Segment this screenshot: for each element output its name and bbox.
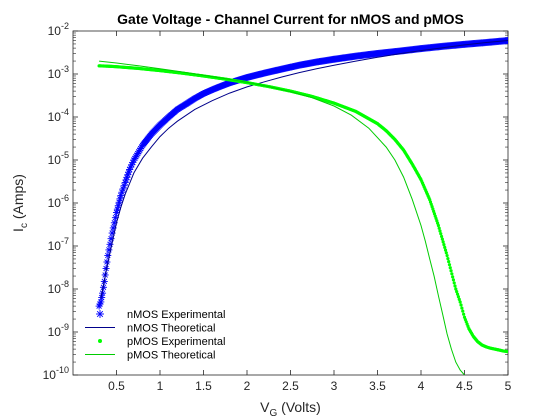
data-point [437,226,441,230]
data-point [442,243,446,247]
x-tick-label: 4.5 [456,379,473,393]
data-point [461,309,465,313]
data-point [102,264,110,272]
y-axis-label: Ic (Amps) [10,174,30,232]
series-line-1 [100,40,508,299]
data-point [436,223,440,228]
data-point [447,263,452,267]
data-point [453,284,457,288]
data-point [450,272,454,276]
data-point [460,306,464,310]
data-point [97,298,105,306]
data-point [446,256,450,261]
data-point [440,237,444,241]
data-point [458,300,462,304]
x-axis-label-subscript: G [269,408,277,419]
y-axis-label-units: (Amps) [10,174,26,223]
data-point [457,297,461,301]
data-point [448,266,452,270]
chart-title: Gate Voltage - Channel Current for nMOS … [117,11,464,27]
y-axis-label-subscript: c [19,223,30,228]
y-tick-label: 10-4 [48,107,69,124]
x-axis-label: VG (Volts) [260,399,321,419]
y-tick-label: 10-6 [48,193,69,210]
data-point [114,202,122,210]
data-point [441,240,445,244]
data-point [451,278,456,282]
legend-swatch-0 [96,310,104,318]
series-layer [95,37,508,375]
legend-label-1: nMOS Theoretical [127,323,215,335]
x-tick-label: 0.5 [108,379,125,393]
data-point [462,312,466,316]
x-tick-label: 1.5 [195,379,212,393]
data-point [459,303,463,307]
data-point [443,248,448,252]
data-point [455,292,460,296]
data-point [456,295,461,299]
data-point [444,251,448,255]
x-axis-label-main: V [260,399,270,415]
x-tick-label: 2 [244,379,251,393]
x-tick-label: 3.5 [369,379,386,393]
x-tick-label: 4 [418,379,425,393]
x-tick-label: 2.5 [282,379,299,393]
data-point [120,182,128,190]
data-point [116,195,124,203]
data-point [443,245,447,249]
data-point [447,260,451,264]
legend-label-0: nMOS Experimental [127,309,225,321]
y-tick-label: 10-10 [43,365,69,382]
x-tick-label: 5 [505,379,512,393]
data-point [455,289,459,294]
data-point [506,350,508,354]
axis-ticks: 0.5 1 1.5 2 2.5 3 3.5 4 4.5 5 10-10 10-9 10-8 10-7 10-… [43,21,512,393]
x-tick-label: 1 [157,379,164,393]
x-axis-label-units: (Volts) [277,399,321,415]
y-tick-label: 10-2 [48,21,69,38]
y-axis-label-main: I [10,228,26,232]
data-point [439,232,443,236]
y-tick-label: 10-7 [48,236,69,253]
series-markers-2 [97,64,508,354]
data-point [452,281,456,285]
data-point [454,287,458,291]
series-line-3 [99,60,465,375]
y-tick-label: 10-8 [48,279,69,296]
y-tick-label: 10-5 [48,150,69,167]
plot-area [72,30,509,376]
legend-swatch-2 [98,339,102,343]
data-point [449,269,453,273]
legend-label-3: pMOS Theoretical [127,350,215,362]
y-tick-label: 10-9 [48,322,69,339]
y-tick-label: 10-3 [48,64,69,81]
data-point [445,253,449,258]
x-tick-label: 3 [331,379,338,393]
data-point [438,229,442,233]
legend-label-2: pMOS Experimental [127,336,225,348]
data-point [439,234,444,239]
data-point [451,275,455,279]
